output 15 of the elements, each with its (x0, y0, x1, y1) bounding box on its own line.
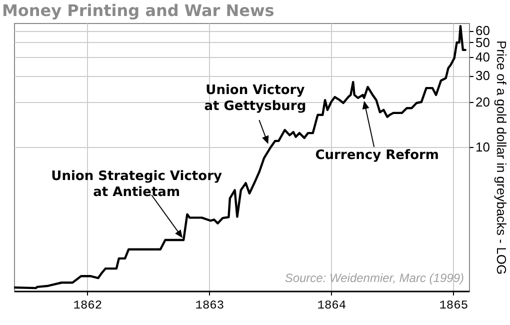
x-tick-label: 1862 (73, 298, 102, 312)
x-tick-label: 1865 (439, 298, 468, 312)
annotation: Union Strategic Victory at Antietam (51, 169, 222, 200)
annotation: Source: Weidenmier, Marc (1999) (284, 271, 464, 285)
annotation: Union Victory at Gettysburg (204, 83, 306, 114)
x-tick-label: 1864 (317, 298, 346, 312)
y-tick-label: 10 (476, 140, 490, 155)
line-series (14, 24, 466, 290)
y-tick-label: 30 (476, 68, 490, 84)
y-tick-label: 40 (476, 49, 490, 64)
x-tick-label: 1863 (195, 298, 224, 312)
chart-title: Money Printing and War News (2, 1, 274, 20)
y-axis-title: Price of a gold dollar in greybacks - LOG (494, 40, 509, 275)
annotation: Currency Reform (315, 148, 439, 163)
y-tick-label: 20 (476, 94, 490, 110)
